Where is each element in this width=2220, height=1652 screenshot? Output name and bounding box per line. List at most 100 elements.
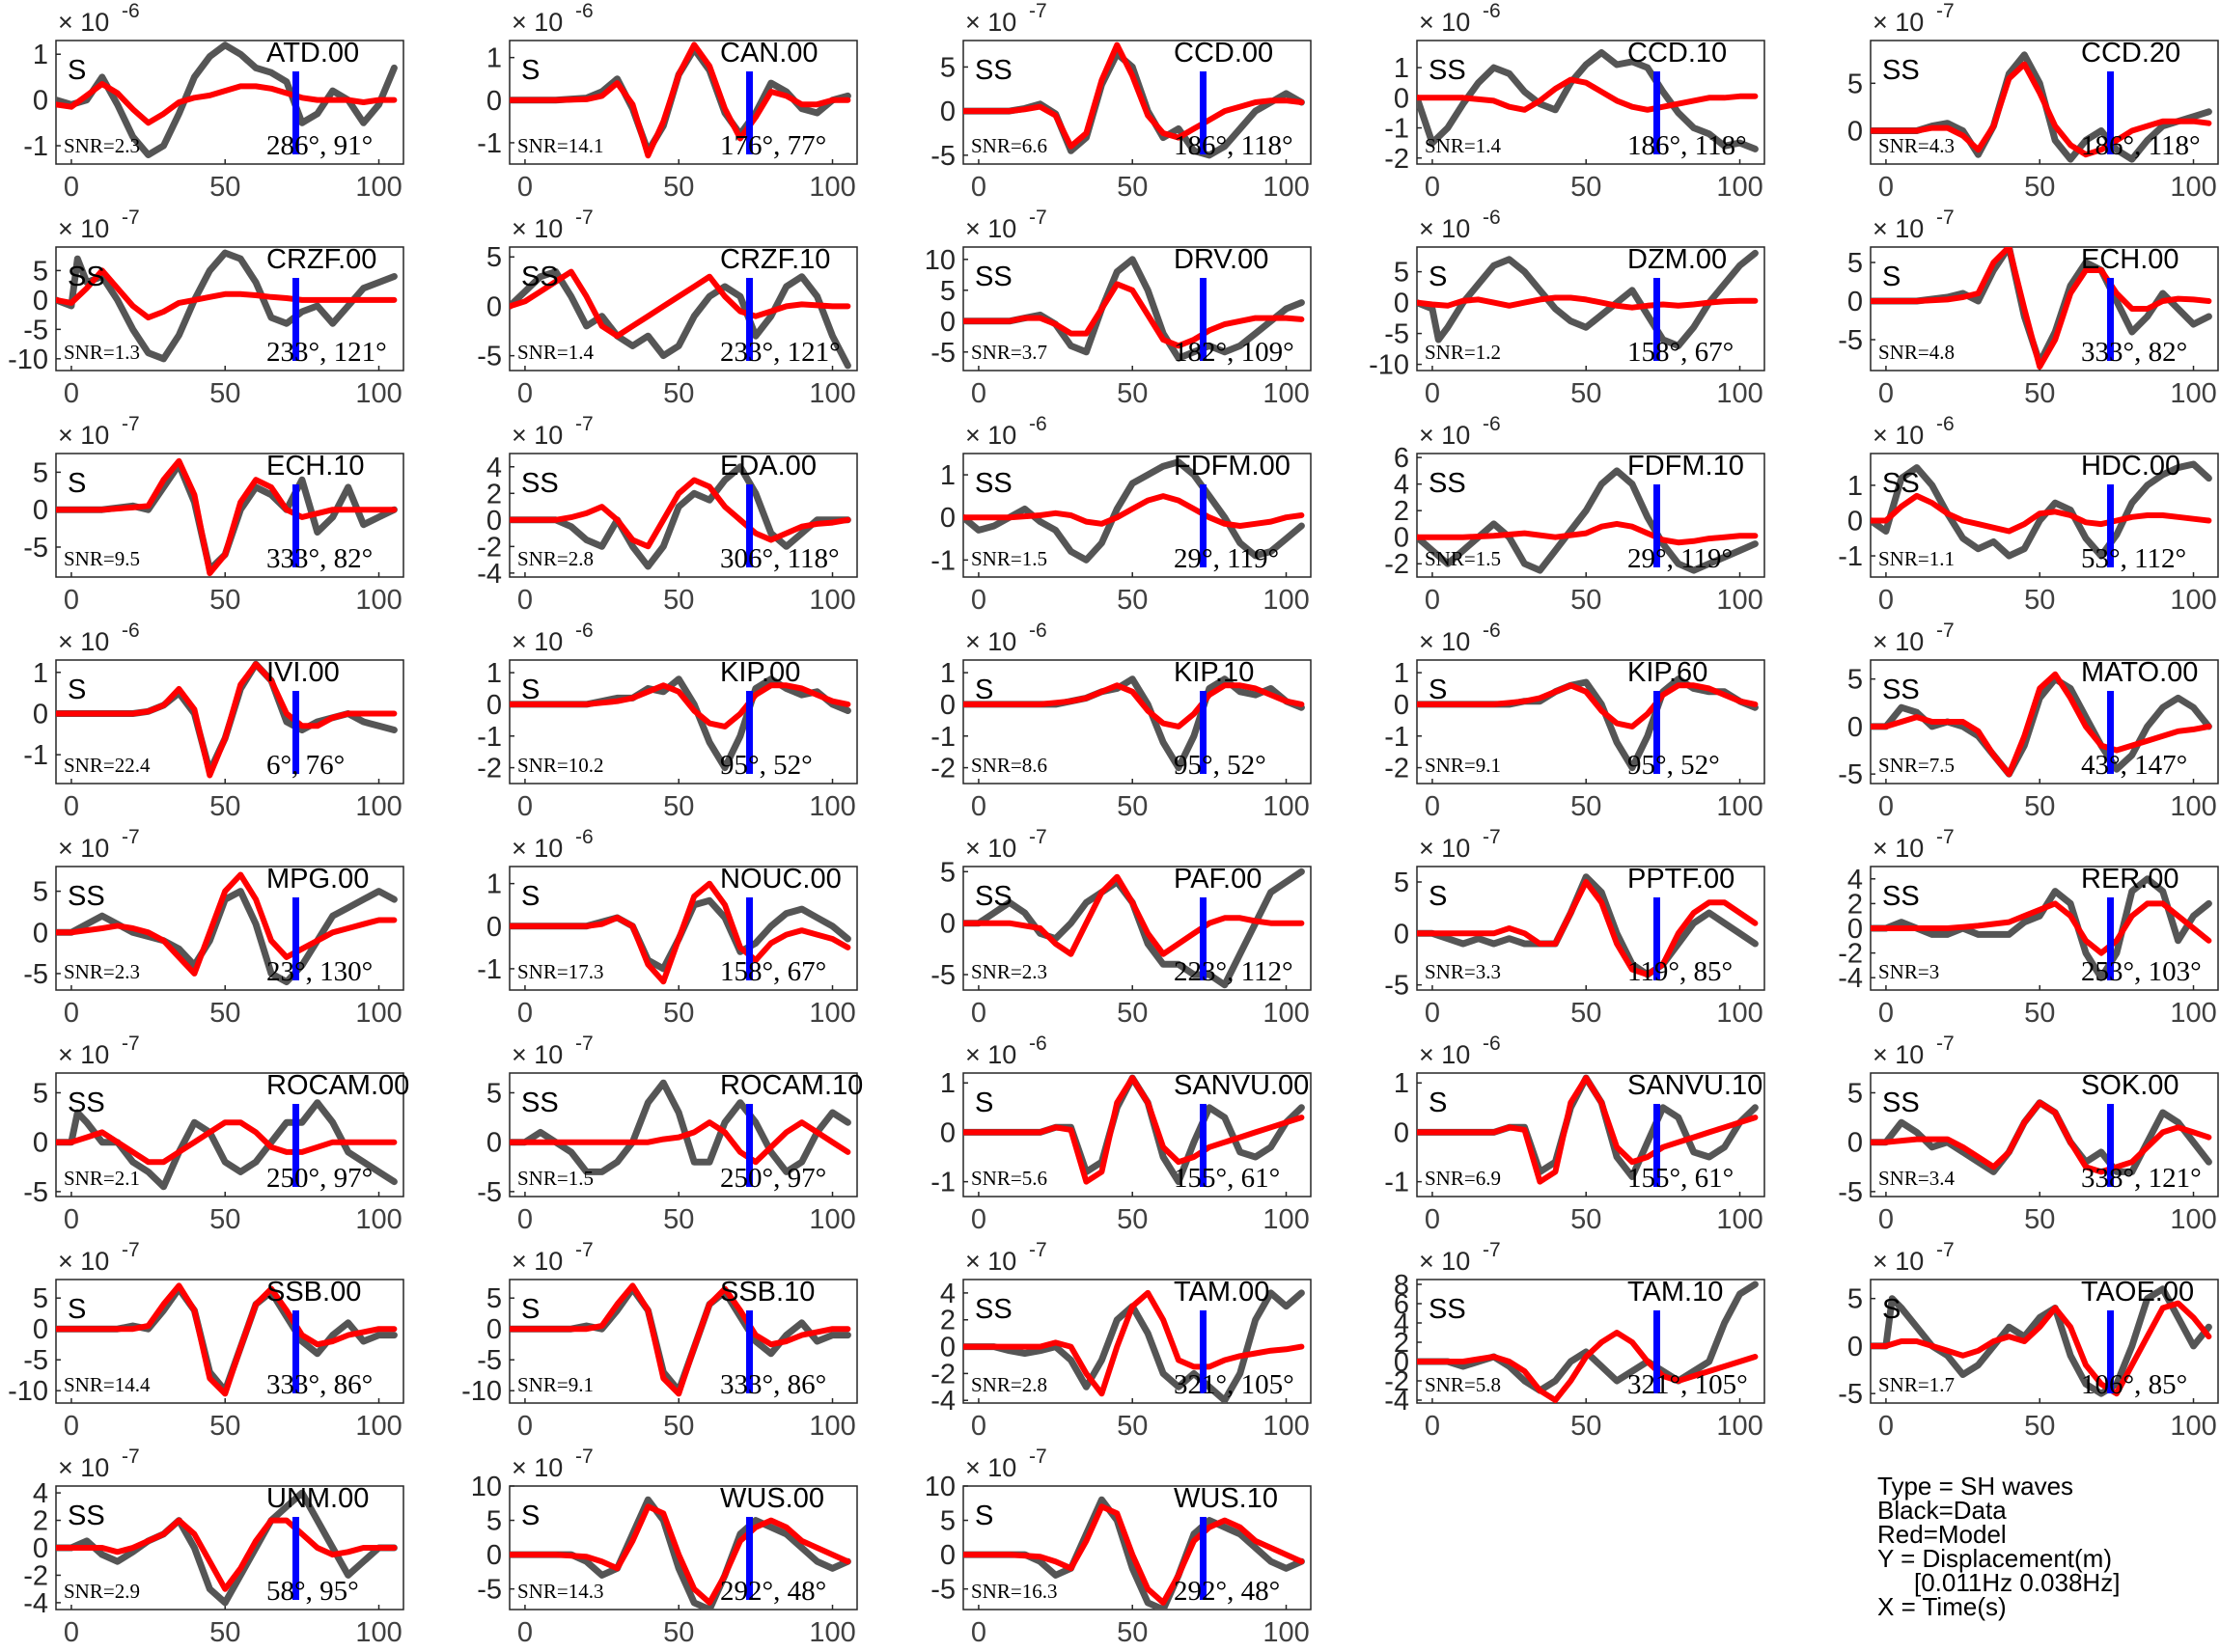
y-tick-label: 4 xyxy=(33,1478,48,1509)
model-trace xyxy=(1417,879,1759,977)
snr-label: SNR=9.1 xyxy=(1425,754,1501,777)
x-tick-label: 0 xyxy=(64,585,79,616)
panel-ECH.10: 0 50 100 -5 0 5 × 10 -7 ECH.10 S SNR=9.5 333°, 82° xyxy=(23,413,404,616)
y-tick-label: 5 xyxy=(1847,665,1863,696)
x-tick-label: 100 xyxy=(1263,1204,1309,1235)
x-tick-label: 0 xyxy=(1425,1204,1440,1235)
y-tick-label: -2 xyxy=(1384,549,1409,580)
phase-label: SS xyxy=(521,468,559,499)
x-tick-label: 0 xyxy=(64,172,79,203)
y-exponent-label: × 10 xyxy=(1419,214,1470,243)
y-exponent-label: × 10 xyxy=(965,1040,1016,1069)
y-tick-label: -5 xyxy=(23,1177,48,1208)
y-exponent-label: × 10 xyxy=(512,627,563,656)
y-tick-label: 5 xyxy=(486,242,502,273)
x-tick-label: 100 xyxy=(355,1617,402,1648)
phase-label: SS xyxy=(1429,1294,1466,1325)
x-tick-label: 0 xyxy=(971,585,986,616)
x-tick-label: 100 xyxy=(2170,998,2216,1029)
panel-CCD.00: 0 50 100 -5 0 5 × 10 -7 CCD.00 SS SNR=6.6 186°, 118… xyxy=(930,0,1312,203)
model-trace xyxy=(510,1119,851,1166)
axes-box xyxy=(55,453,404,578)
y-exponent-power: -7 xyxy=(575,1446,594,1468)
snr-label: SNR=14.3 xyxy=(517,1580,603,1603)
y-tick-label: 2 xyxy=(1847,889,1863,920)
phase-label: S xyxy=(1882,1294,1901,1325)
x-tick-label: 0 xyxy=(517,172,533,203)
y-exponent-power: -6 xyxy=(1483,1032,1501,1055)
snr-label: SNR=1.1 xyxy=(1878,547,1955,570)
y-exponent-power: -6 xyxy=(1029,620,1047,642)
y-tick-label: 5 xyxy=(1847,1078,1863,1109)
note-line-data: Black=Data xyxy=(1877,1496,2007,1525)
y-tick-label: 0 xyxy=(486,86,502,117)
phase-label: SS xyxy=(1882,468,1920,499)
y-tick-label: -2 xyxy=(23,1560,48,1591)
phase-label: SS xyxy=(975,1294,1013,1325)
panel-TAOE.00: 0 50 100 -5 0 5 × 10 -7 TAOE.00 S SNR=1.7 106°, 85° xyxy=(1838,1239,2219,1442)
snr-label: SNR=22.4 xyxy=(64,754,151,777)
station-label: HDC.00 xyxy=(2081,451,2180,482)
azimuth-distance-label: 95°, 52° xyxy=(1174,750,1266,781)
model-trace xyxy=(1417,1330,1759,1403)
data-trace xyxy=(963,458,1305,564)
x-tick-label: 50 xyxy=(1570,1204,1601,1235)
station-label: WUS.10 xyxy=(1174,1483,1278,1514)
x-tick-label: 50 xyxy=(2024,1204,2055,1235)
y-tick-label: -5 xyxy=(477,1345,502,1376)
y-tick-label: 0 xyxy=(33,699,48,730)
y-tick-label: -2 xyxy=(477,532,502,563)
station-label: TAM.10 xyxy=(1627,1277,1723,1308)
y-tick-label: -1 xyxy=(477,722,502,753)
snr-label: SNR=3.4 xyxy=(1878,1167,1955,1190)
model-trace xyxy=(56,267,398,321)
x-tick-label: 100 xyxy=(2170,1411,2216,1442)
y-tick-label: -10 xyxy=(8,344,48,375)
phase-label: SS xyxy=(521,1088,559,1118)
y-tick-label: 10 xyxy=(925,245,956,276)
phase-label: S xyxy=(68,55,86,86)
y-tick-label: -1 xyxy=(23,740,48,771)
model-trace xyxy=(1417,294,1759,311)
y-exponent-power: -7 xyxy=(122,826,140,848)
data-trace xyxy=(1871,875,2212,981)
y-exponent-label: × 10 xyxy=(58,8,109,37)
panel-MATO.00: 0 50 100 -5 0 5 × 10 -7 MATO.00 SS SNR=7.5 43°, 147… xyxy=(1838,620,2219,822)
station-label: RER.00 xyxy=(2081,864,2179,895)
y-tick-label: 0 xyxy=(486,1128,502,1159)
x-tick-label: 50 xyxy=(663,1204,694,1235)
station-label: CAN.00 xyxy=(720,38,819,69)
x-tick-label: 50 xyxy=(1117,1617,1148,1648)
station-label: CCD.00 xyxy=(1174,38,1273,69)
x-tick-label: 100 xyxy=(355,172,402,203)
y-tick-label: 4 xyxy=(1847,865,1863,895)
azimuth-distance-label: 158°, 67° xyxy=(720,956,826,987)
y-tick-label: 0 xyxy=(940,503,956,534)
axes-box xyxy=(509,1279,858,1404)
y-exponent-power: -7 xyxy=(1936,0,1955,22)
x-tick-label: 50 xyxy=(2024,172,2055,203)
y-tick-label: -5 xyxy=(930,1575,956,1606)
phase-label: SS xyxy=(521,262,559,292)
y-exponent-power: -7 xyxy=(1029,1239,1047,1261)
phase-label: S xyxy=(1429,675,1447,705)
x-tick-label: 100 xyxy=(809,998,855,1029)
y-exponent-label: × 10 xyxy=(512,421,563,450)
azimuth-distance-label: 155°, 61° xyxy=(1174,1163,1280,1194)
model-trace xyxy=(1871,900,2212,956)
snr-label: SNR=14.4 xyxy=(64,1373,151,1396)
x-tick-label: 50 xyxy=(209,378,240,409)
panel-FDFM.00: 0 50 100 -1 0 1 × 10 -6 FDFM.00 SS SNR=1.5 29°, 119… xyxy=(930,413,1312,616)
y-exponent-label: × 10 xyxy=(1873,214,1924,243)
y-tick-label: 0 xyxy=(1394,1347,1409,1378)
azimuth-distance-label: 233°, 121° xyxy=(720,337,841,368)
snr-label: SNR=3.3 xyxy=(1425,960,1501,983)
azimuth-distance-label: 321°, 105° xyxy=(1627,1369,1748,1400)
y-tick-label: 10 xyxy=(471,1472,502,1502)
y-exponent-label: × 10 xyxy=(512,214,563,243)
y-tick-label: 4 xyxy=(486,453,502,483)
